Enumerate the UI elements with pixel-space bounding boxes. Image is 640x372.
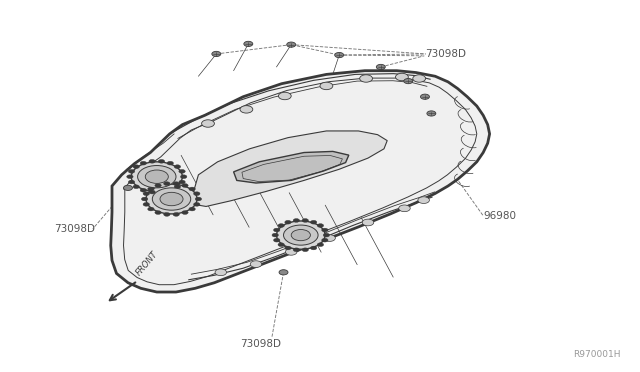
Circle shape: [143, 202, 150, 206]
Circle shape: [148, 207, 154, 211]
Circle shape: [167, 161, 173, 165]
Circle shape: [140, 188, 147, 192]
Circle shape: [189, 207, 195, 211]
Circle shape: [285, 246, 291, 250]
Circle shape: [195, 197, 202, 201]
Circle shape: [167, 188, 173, 192]
Circle shape: [129, 170, 135, 173]
Circle shape: [272, 233, 278, 237]
Circle shape: [160, 192, 183, 206]
Circle shape: [174, 185, 180, 189]
Circle shape: [133, 185, 140, 189]
Text: 96980: 96980: [483, 211, 516, 221]
Circle shape: [244, 41, 253, 46]
Circle shape: [212, 51, 221, 57]
Circle shape: [317, 243, 324, 247]
Circle shape: [145, 170, 168, 183]
Circle shape: [193, 192, 200, 196]
Circle shape: [413, 75, 426, 82]
Circle shape: [399, 205, 410, 212]
Circle shape: [418, 197, 429, 203]
Text: 73098D: 73098D: [426, 49, 467, 59]
Circle shape: [322, 238, 328, 242]
Circle shape: [284, 225, 318, 245]
Circle shape: [173, 182, 179, 186]
Circle shape: [317, 224, 324, 227]
Circle shape: [179, 170, 185, 173]
Circle shape: [127, 175, 133, 179]
Circle shape: [146, 184, 197, 214]
Circle shape: [293, 219, 300, 222]
Circle shape: [360, 75, 372, 82]
Circle shape: [287, 42, 296, 47]
Circle shape: [285, 248, 297, 255]
Circle shape: [310, 220, 317, 224]
Circle shape: [149, 160, 156, 163]
Circle shape: [164, 182, 170, 186]
Circle shape: [362, 219, 374, 226]
Text: 73098D: 73098D: [240, 339, 281, 349]
Circle shape: [202, 120, 214, 127]
Circle shape: [152, 188, 191, 210]
Circle shape: [320, 82, 333, 90]
Circle shape: [278, 243, 284, 247]
Circle shape: [322, 228, 328, 232]
Circle shape: [182, 211, 188, 214]
Circle shape: [279, 270, 288, 275]
Circle shape: [376, 64, 385, 70]
Circle shape: [174, 165, 180, 169]
Circle shape: [273, 228, 280, 232]
Circle shape: [302, 219, 308, 222]
Circle shape: [124, 185, 132, 190]
Circle shape: [158, 190, 164, 194]
Circle shape: [155, 211, 161, 214]
Circle shape: [302, 248, 308, 251]
Circle shape: [155, 184, 161, 187]
Circle shape: [324, 235, 335, 241]
Circle shape: [276, 221, 325, 249]
Circle shape: [250, 261, 262, 267]
Polygon shape: [111, 71, 490, 292]
Text: 73098D: 73098D: [54, 224, 95, 234]
Circle shape: [148, 187, 154, 191]
Circle shape: [285, 220, 291, 224]
Circle shape: [149, 190, 156, 194]
Circle shape: [180, 175, 187, 179]
Circle shape: [291, 230, 310, 241]
Circle shape: [193, 202, 200, 206]
Circle shape: [158, 160, 164, 163]
Polygon shape: [234, 151, 349, 183]
Circle shape: [273, 238, 280, 242]
Circle shape: [215, 269, 227, 276]
Circle shape: [310, 246, 317, 250]
Circle shape: [427, 111, 436, 116]
Circle shape: [278, 224, 284, 227]
Circle shape: [141, 197, 148, 201]
Circle shape: [182, 184, 188, 187]
Text: FRONT: FRONT: [134, 249, 160, 277]
Circle shape: [173, 212, 179, 216]
Circle shape: [323, 233, 330, 237]
Circle shape: [179, 180, 185, 184]
Circle shape: [140, 161, 147, 165]
Circle shape: [396, 73, 408, 81]
Circle shape: [133, 165, 140, 169]
Circle shape: [138, 166, 176, 188]
Circle shape: [420, 94, 429, 99]
Circle shape: [143, 192, 150, 196]
Polygon shape: [192, 131, 387, 206]
Circle shape: [189, 187, 195, 191]
Circle shape: [278, 92, 291, 100]
Circle shape: [240, 106, 253, 113]
Circle shape: [129, 180, 135, 184]
Text: R970001H: R970001H: [573, 350, 621, 359]
Circle shape: [404, 78, 413, 84]
Circle shape: [164, 212, 170, 216]
Circle shape: [131, 162, 182, 192]
Circle shape: [293, 248, 300, 251]
Circle shape: [335, 52, 344, 58]
